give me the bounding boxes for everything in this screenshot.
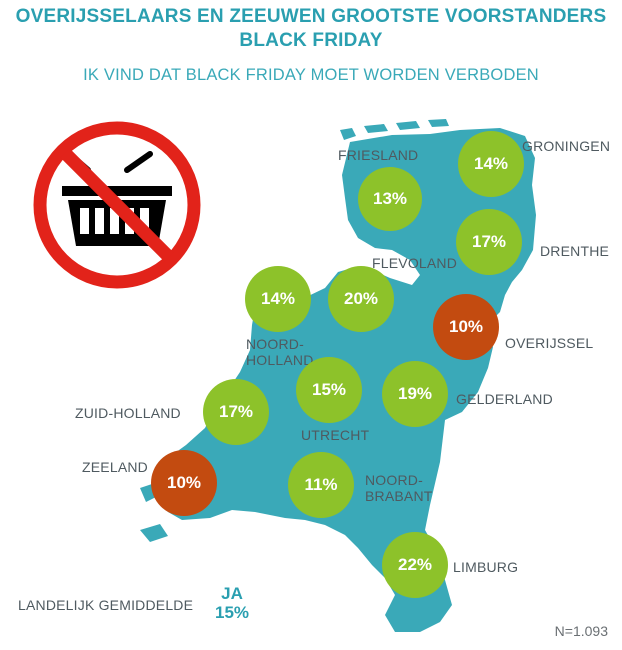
bubble-zuid-holland: 17% [203,379,269,445]
national-average-bubble: JA 15% [196,567,268,639]
bubble-zeeland: 10% [151,450,217,516]
national-average-answer: JA [221,584,243,603]
title-line-2: BLACK FRIDAY [239,30,383,51]
label-friesland: FRIESLAND [338,147,419,163]
label-flevoland: FLEVOLAND [372,255,458,271]
zeeland-island [140,524,168,542]
bubble-noord-brabant: 11% [288,452,354,518]
bubble-noord-holland: 14% [245,266,311,332]
wadden-island [428,119,449,127]
label-noord-holland: NOORD- HOLLAND [246,336,314,368]
no-shopping-basket-icon [33,121,201,289]
bubble-friesland: 13% [358,167,422,231]
bubble-utrecht: 15% [296,357,362,423]
label-gelderland: GELDERLAND [456,391,553,407]
bubble-drenthe: 17% [456,209,522,275]
bubble-overijssel: 10% [433,294,499,360]
label-noord-brabant-line2: BRABANT [365,488,433,504]
national-average-label: LANDELIJK GEMIDDELDE [18,597,194,613]
label-noord-brabant: NOORD- BRABANT [365,472,433,504]
label-noord-holland-line2: HOLLAND [246,352,314,368]
label-overijssel: OVERIJSSEL [505,335,594,351]
subtitle: IK VIND DAT BLACK FRIDAY MOET WORDEN VER… [83,66,539,84]
wadden-island [340,128,356,140]
bubble-groningen: 14% [458,131,524,197]
bubble-limburg: 22% [382,532,448,598]
label-zeeland: ZEELAND [82,459,148,475]
label-noord-holland-line1: NOORD- [246,336,304,352]
sample-size: N=1.093 [554,623,608,639]
label-drenthe: DRENTHE [540,243,610,259]
label-utrecht: UTRECHT [301,427,370,443]
label-noord-brabant-line1: NOORD- [365,472,423,488]
label-limburg: LIMBURG [453,559,519,575]
bubble-flevoland: 20% [328,266,394,332]
wadden-island [396,121,420,130]
wadden-island [364,124,388,133]
bubble-gelderland: 19% [382,361,448,427]
label-zuid-holland: ZUID-HOLLAND [75,405,181,421]
national-average-value: 15% [214,603,250,622]
title-line-1: OVERIJSSELAARS EN ZEEUWEN GROOTSTE VOORS… [15,6,607,27]
label-groningen: GRONINGEN [522,138,611,154]
